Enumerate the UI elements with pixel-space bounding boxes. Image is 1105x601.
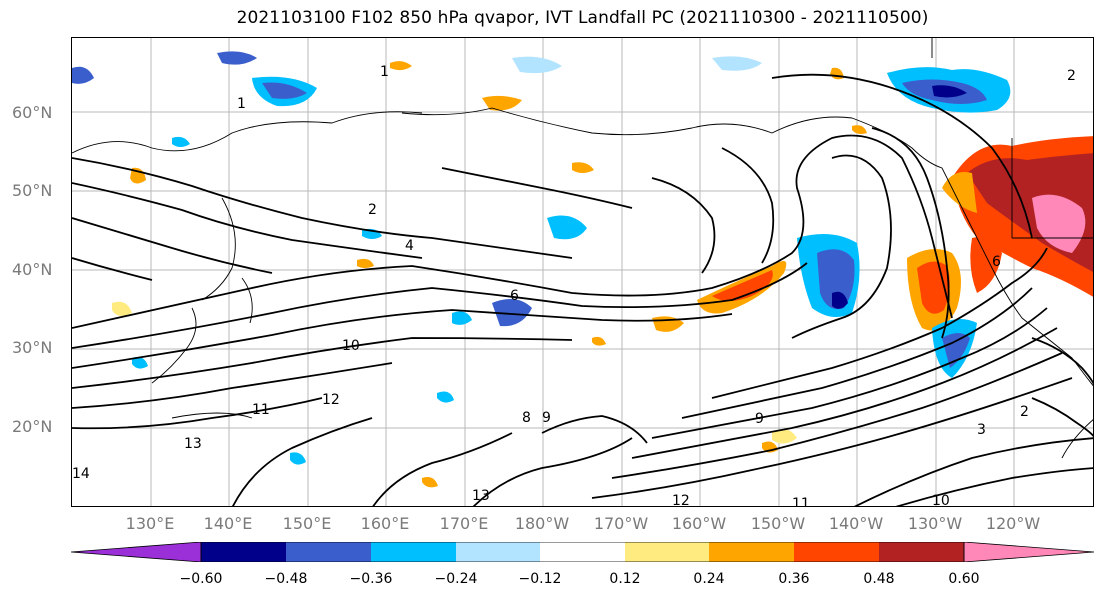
contour-label: 1 [380, 64, 389, 80]
colorbar-segment [286, 542, 371, 562]
colorbar-tick: 0.12 [609, 571, 641, 587]
map-title: 2021103100 F102 850 hPa qvapor, IVT Land… [236, 8, 929, 28]
colorbar-tick: −0.48 [264, 571, 308, 587]
lat-label-50n: 50°N [12, 181, 53, 200]
colorbar-segment [71, 542, 201, 562]
positive-anomaly-patches [112, 61, 1093, 488]
lon-label-140w: 140°W [828, 514, 884, 533]
lon-label-150e: 150°E [282, 514, 332, 533]
lat-label-30n: 30°N [12, 338, 53, 357]
contour-label: 13 [472, 488, 490, 504]
colorbar [71, 542, 1094, 562]
colorbar-tick: −0.60 [179, 571, 223, 587]
contour-label: 8 [522, 410, 531, 426]
lon-label-160e: 160°E [360, 514, 410, 533]
lon-label-130w: 130°W [907, 514, 963, 533]
map-panel: 1 1 2 2 4 6 8 9 10 11 12 13 14 12 11 10 … [71, 37, 1094, 507]
contour-label: 13 [184, 436, 202, 452]
contour-label: 9 [542, 410, 551, 426]
contour-label: 12 [672, 493, 690, 507]
contour-label: 6 [510, 288, 519, 304]
contour-label: 11 [252, 402, 270, 418]
lon-label-180w: 180°W [514, 514, 570, 533]
lon-label-130e: 130°E [125, 514, 175, 533]
colorbar-segment [456, 542, 540, 562]
colorbar-segment [625, 542, 709, 562]
colorbar-segment [201, 542, 286, 562]
colorbar-segment [540, 542, 625, 562]
lon-label-120w: 120°W [985, 514, 1041, 533]
colorbar-tick: 0.60 [948, 571, 980, 587]
contour-label: 2 [368, 202, 377, 218]
contour-label: 2 [1067, 68, 1076, 84]
lon-label-170w: 170°W [593, 514, 649, 533]
colorbar-tick: −0.12 [518, 571, 562, 587]
contour-label: 10 [932, 493, 950, 507]
contour-label: 3 [977, 422, 986, 438]
contour-label: 2 [1020, 404, 1029, 420]
colorbar-segment [709, 542, 794, 562]
lat-label-40n: 40°N [12, 260, 53, 279]
ivt-contours [72, 73, 1093, 506]
contour-label: 12 [322, 392, 340, 408]
lon-label-160w: 160°W [671, 514, 727, 533]
lat-label-60n: 60°N [12, 103, 53, 122]
contour-label: 11 [792, 496, 810, 507]
lon-label-170e: 170°E [439, 514, 489, 533]
colorbar-segment [879, 542, 964, 562]
contour-label: 10 [342, 338, 360, 354]
negative-anomaly-patches [72, 51, 1011, 465]
contour-label: 4 [405, 238, 414, 254]
colorbar-segment [371, 542, 456, 562]
map-graphic: 1 1 2 2 4 6 8 9 10 11 12 13 14 12 11 10 … [72, 38, 1093, 507]
contour-label: 1 [237, 96, 246, 112]
contour-label: 6 [992, 254, 1001, 270]
lat-label-20n: 20°N [12, 417, 53, 436]
lon-label-140e: 140°E [203, 514, 253, 533]
colorbar-segment [964, 542, 1094, 562]
contour-label: 14 [72, 466, 90, 482]
coastlines [72, 38, 1093, 459]
colorbar-tick: 0.36 [778, 571, 810, 587]
colorbar-tick: 0.48 [863, 571, 895, 587]
colorbar-tick: −0.24 [434, 571, 478, 587]
lon-label-150w: 150°W [750, 514, 806, 533]
contour-label: 9 [755, 411, 764, 427]
colorbar-tick: 0.24 [693, 571, 725, 587]
colorbar-tick: −0.36 [349, 571, 393, 587]
colorbar-segment [794, 542, 879, 562]
